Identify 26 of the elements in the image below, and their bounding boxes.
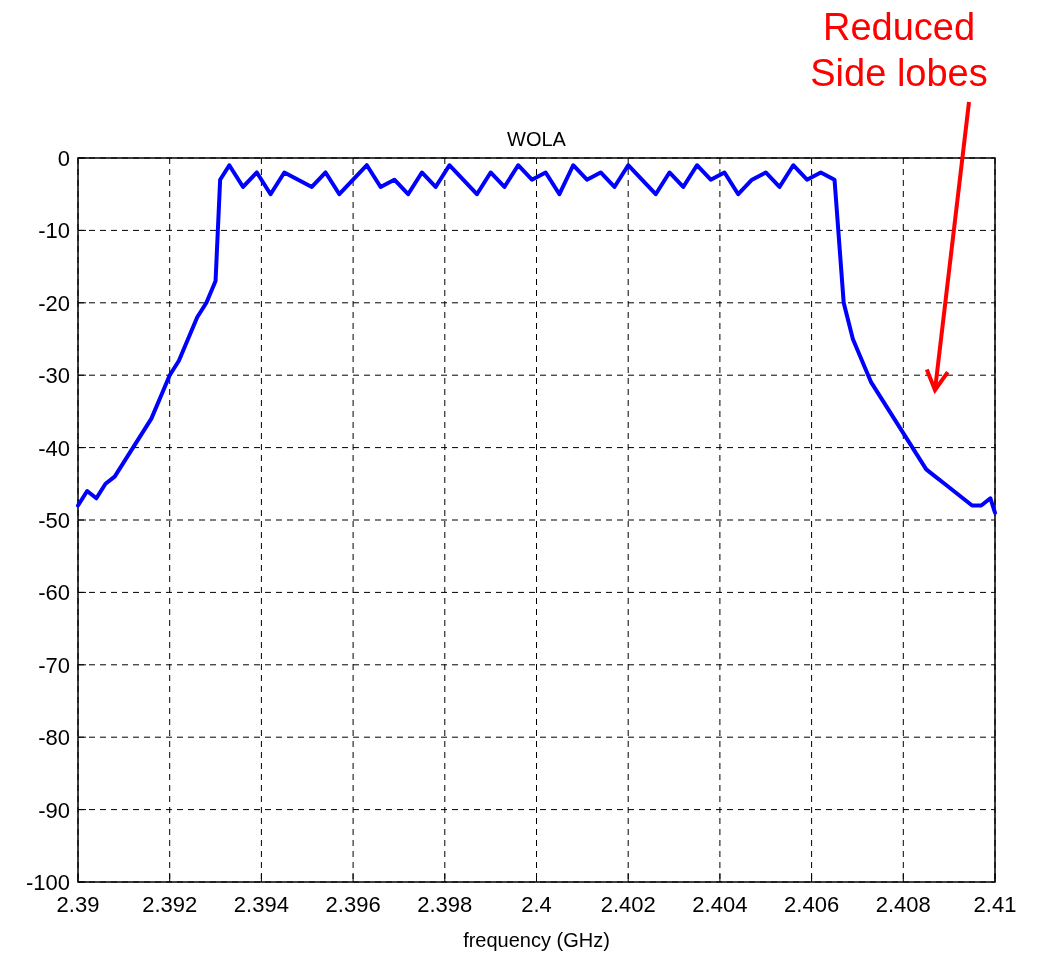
y-tick-label: -30	[38, 363, 70, 389]
y-tick-label: -40	[38, 435, 70, 461]
y-tick-label: -70	[38, 652, 70, 678]
y-tick-label: -60	[38, 580, 70, 606]
y-tick-label: -10	[38, 218, 70, 244]
y-tick-label: 0	[57, 146, 70, 171]
y-tick-label: -50	[38, 508, 70, 533]
y-tick-label: -90	[38, 797, 70, 823]
x-tick-label: 2.406	[784, 892, 840, 917]
x-tick-label: 2.396	[325, 892, 381, 917]
line-series	[76, 163, 997, 515]
x-tick-label: 2.4	[521, 892, 552, 917]
x-tick-label: 2.398	[417, 892, 473, 917]
x-axis-title: frequency (GHz)	[463, 929, 610, 951]
x-tick-label: 2.394	[233, 892, 289, 917]
x-tick-label: 2.408	[875, 892, 931, 917]
x-tick-label: 2.392	[142, 892, 198, 917]
text: Reduced Side lobes	[810, 6, 988, 94]
y-tick-label: -80	[38, 725, 70, 751]
y-tick-label: -100	[25, 870, 70, 895]
x-tick-label: 2.39	[56, 892, 100, 917]
x-tick-label: 2.402	[600, 892, 656, 917]
x-tick-label: 2.404	[692, 892, 748, 917]
x-tick-label: 2.41	[973, 892, 1017, 917]
y-tick-label: -20	[38, 290, 70, 316]
chart-title: WOLA	[507, 128, 567, 150]
